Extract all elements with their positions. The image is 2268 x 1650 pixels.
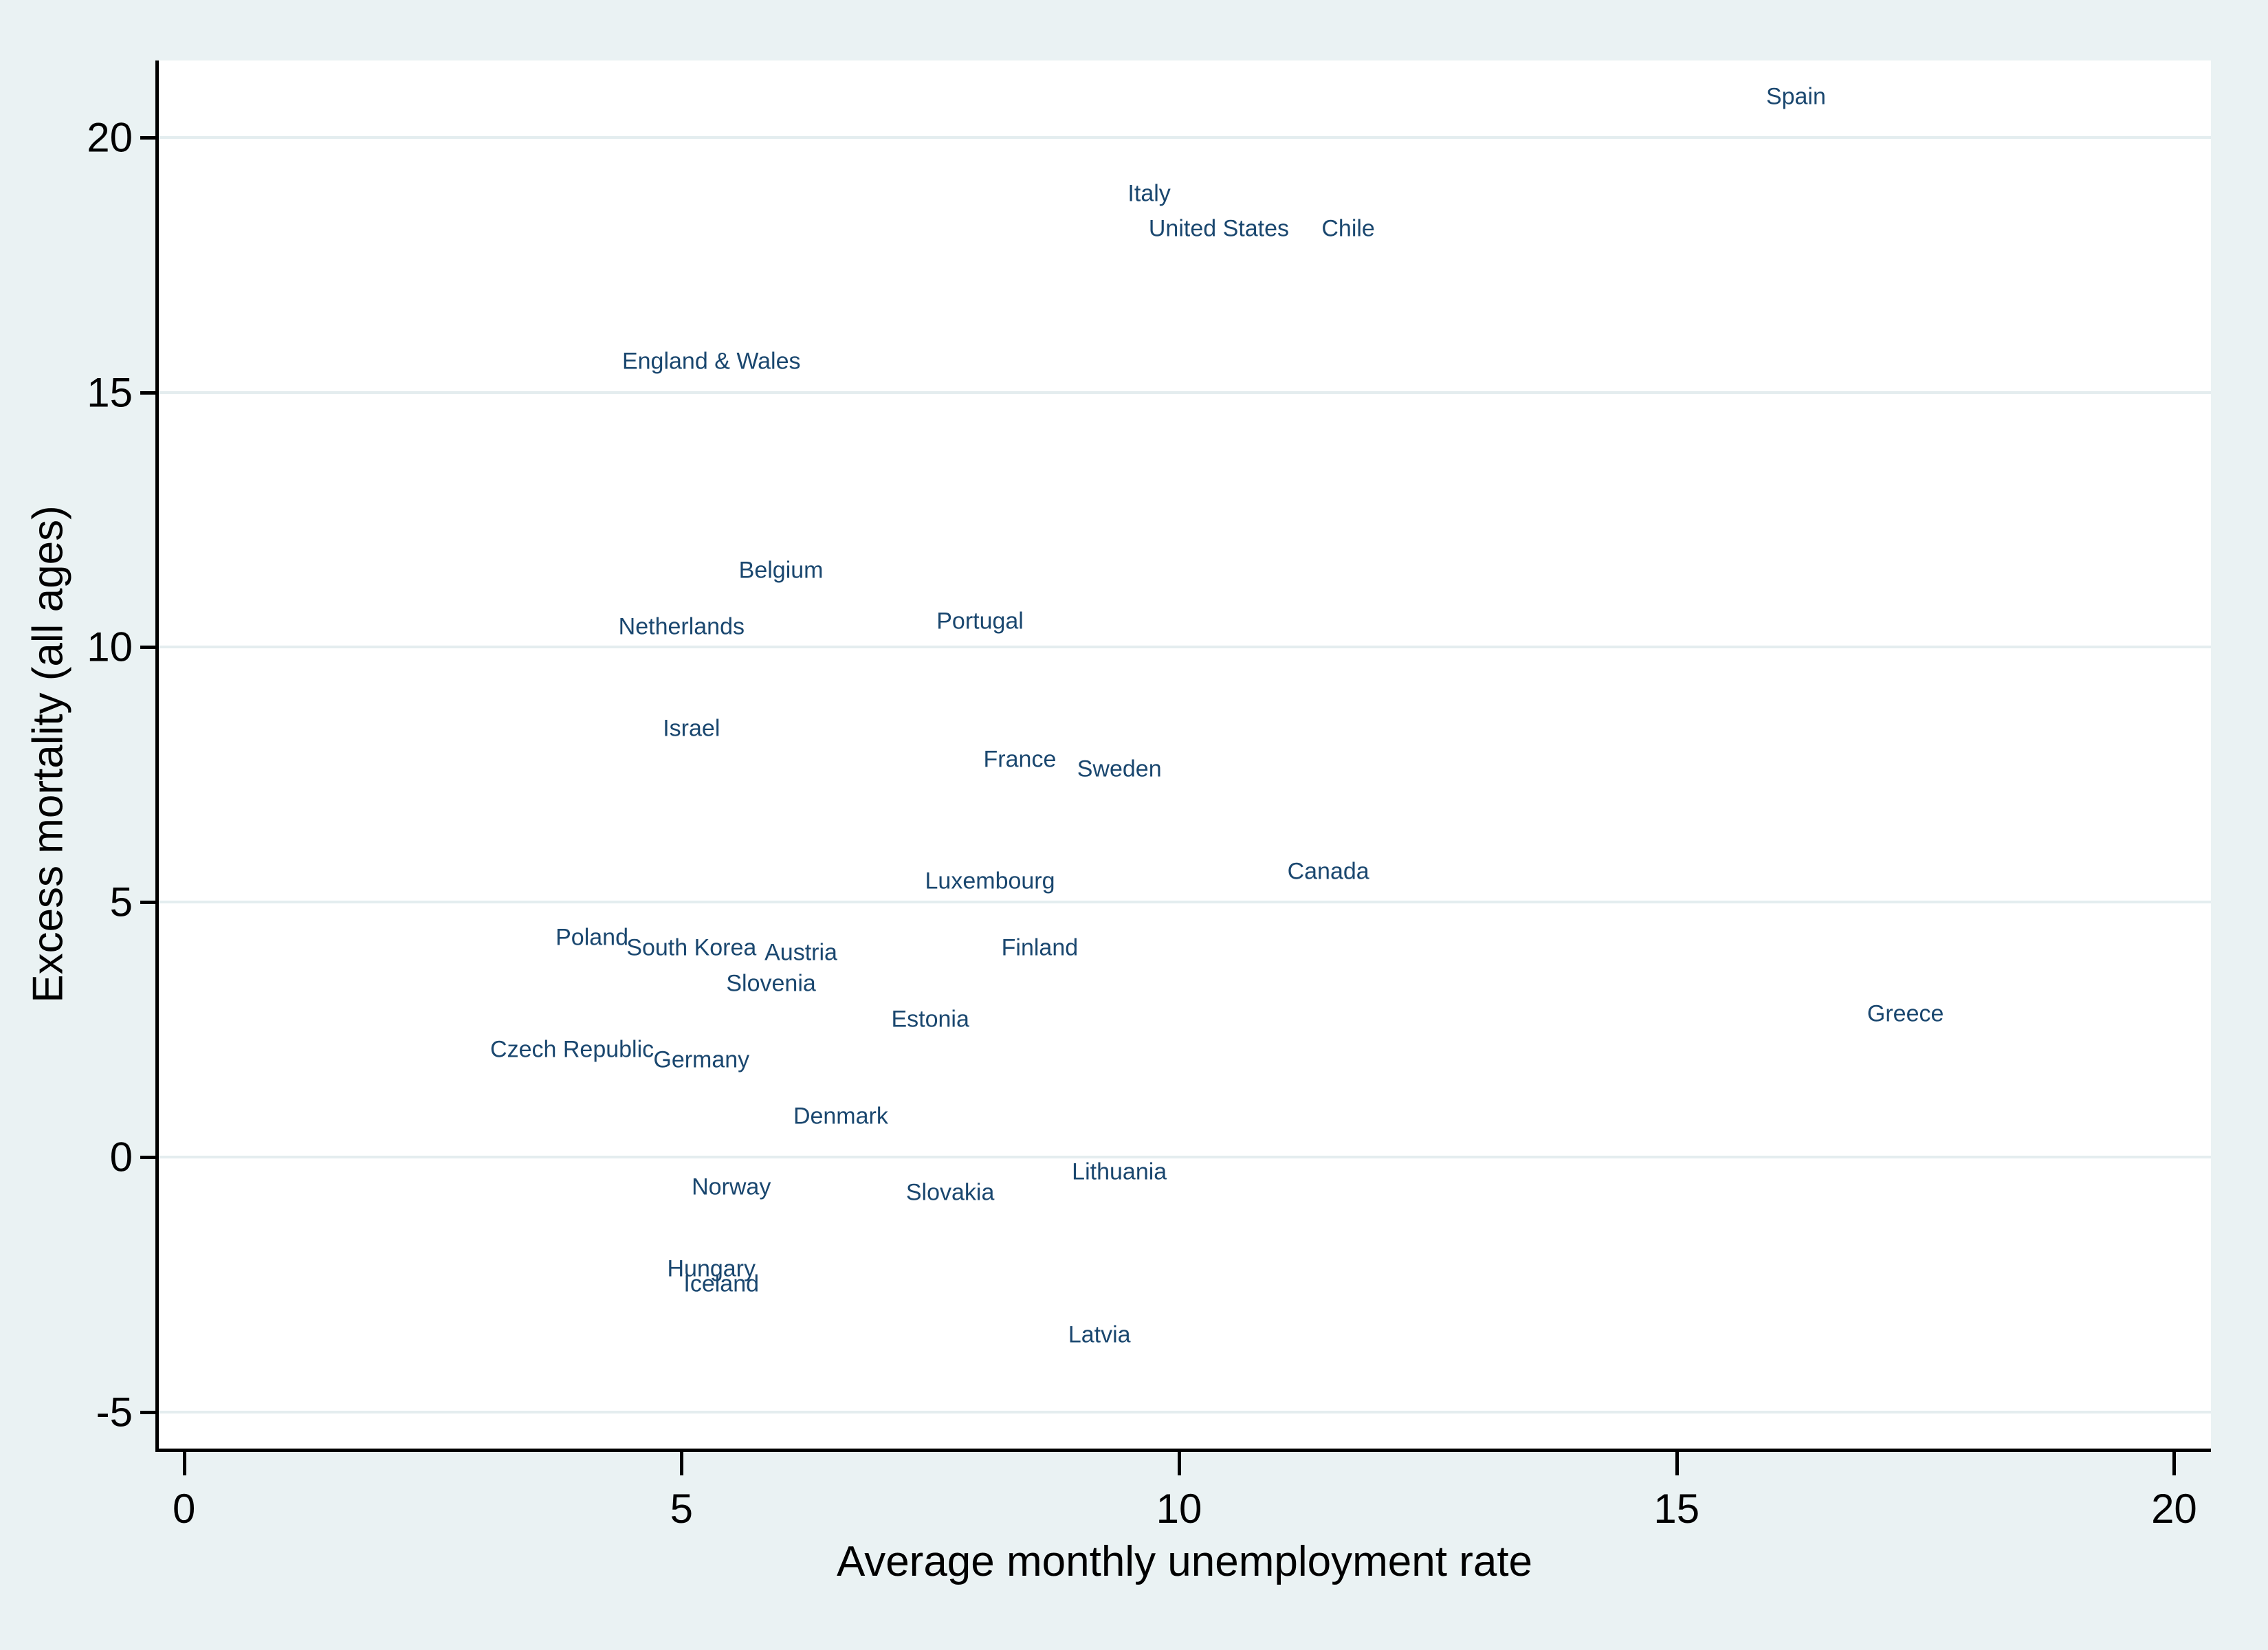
y-tick-label-10: 10 [87, 624, 133, 670]
y-axis-title: Excess mortality (all ages) [24, 505, 72, 1003]
x-tick-5 [680, 1452, 684, 1475]
data-point-label: Hungary [667, 1255, 756, 1282]
data-point-label: Latvia [1068, 1321, 1131, 1348]
x-tick-label-20: 20 [2151, 1486, 2197, 1532]
data-point-label: Italy [1127, 180, 1171, 207]
y-tick-label-15: 15 [87, 369, 133, 416]
data-point-label: Portugal [936, 608, 1024, 635]
data-point-label: Canada [1287, 858, 1369, 885]
y-tick-20 [140, 135, 158, 140]
x-tick-label-0: 0 [172, 1486, 196, 1532]
gridline-y--5 [158, 1410, 2211, 1414]
data-point-label: England & Wales [621, 348, 801, 375]
gridline-y-0 [158, 1155, 2211, 1158]
gridline-y-5 [158, 901, 2211, 904]
gridline-y-20 [158, 135, 2211, 139]
data-point-label: Norway [692, 1174, 771, 1200]
x-tick-10 [1178, 1452, 1182, 1475]
x-tick-15 [1675, 1452, 1679, 1475]
y-tick-0 [140, 1155, 158, 1159]
x-tick-label-15: 15 [1653, 1486, 1700, 1532]
x-tick-20 [2172, 1452, 2177, 1475]
y-tick-15 [140, 390, 158, 395]
data-point-label: Czech Republic [490, 1036, 654, 1063]
plot-area: Spain Italy United States Chile England & Wa… [158, 60, 2211, 1449]
data-point-label: Denmark [793, 1103, 888, 1130]
data-point-label: Spain [1765, 83, 1826, 110]
data-point-label: Slovenia [726, 970, 816, 997]
data-point-label: Iceland [683, 1270, 760, 1297]
data-point-label: Slovakia [905, 1179, 995, 1206]
y-tick-label-5: 5 [109, 879, 133, 925]
y-tick-10 [140, 646, 158, 650]
data-point-label: South Korea [626, 934, 757, 961]
y-tick-label--5: -5 [96, 1389, 133, 1436]
x-axis-line [155, 1449, 2211, 1452]
y-tick-label-0: 0 [109, 1134, 133, 1180]
data-point-label: Germany [653, 1046, 750, 1073]
x-tick-0 [182, 1452, 186, 1475]
data-point-label: Finland [1001, 934, 1079, 961]
data-point-label: Chile [1321, 215, 1375, 242]
x-tick-label-5: 5 [670, 1486, 694, 1532]
gridline-y-15 [158, 390, 2211, 394]
data-point-label: Greece [1867, 1000, 1944, 1027]
data-point-label: Israel [663, 715, 720, 742]
x-axis-title: Average monthly unemployment rate [836, 1538, 1533, 1585]
data-point-label: Netherlands [618, 613, 745, 640]
y-tick--5 [140, 1410, 158, 1414]
data-point-label: Belgium [738, 557, 824, 584]
data-point-label: Sweden [1077, 756, 1162, 782]
data-point-label: France [983, 746, 1057, 773]
data-point-label: Austria [764, 939, 837, 966]
data-point-label: Luxembourg [925, 868, 1055, 894]
data-point-label: Estonia [891, 1006, 969, 1033]
data-point-label: United States [1148, 215, 1289, 242]
data-point-label: Lithuania [1072, 1158, 1167, 1185]
x-tick-label-10: 10 [1156, 1486, 1202, 1532]
y-tick-label-20: 20 [87, 114, 133, 161]
y-axis-line [155, 60, 159, 1452]
y-tick-5 [140, 901, 158, 905]
data-point-label: Poland [555, 924, 628, 951]
gridline-y-10 [158, 646, 2211, 649]
